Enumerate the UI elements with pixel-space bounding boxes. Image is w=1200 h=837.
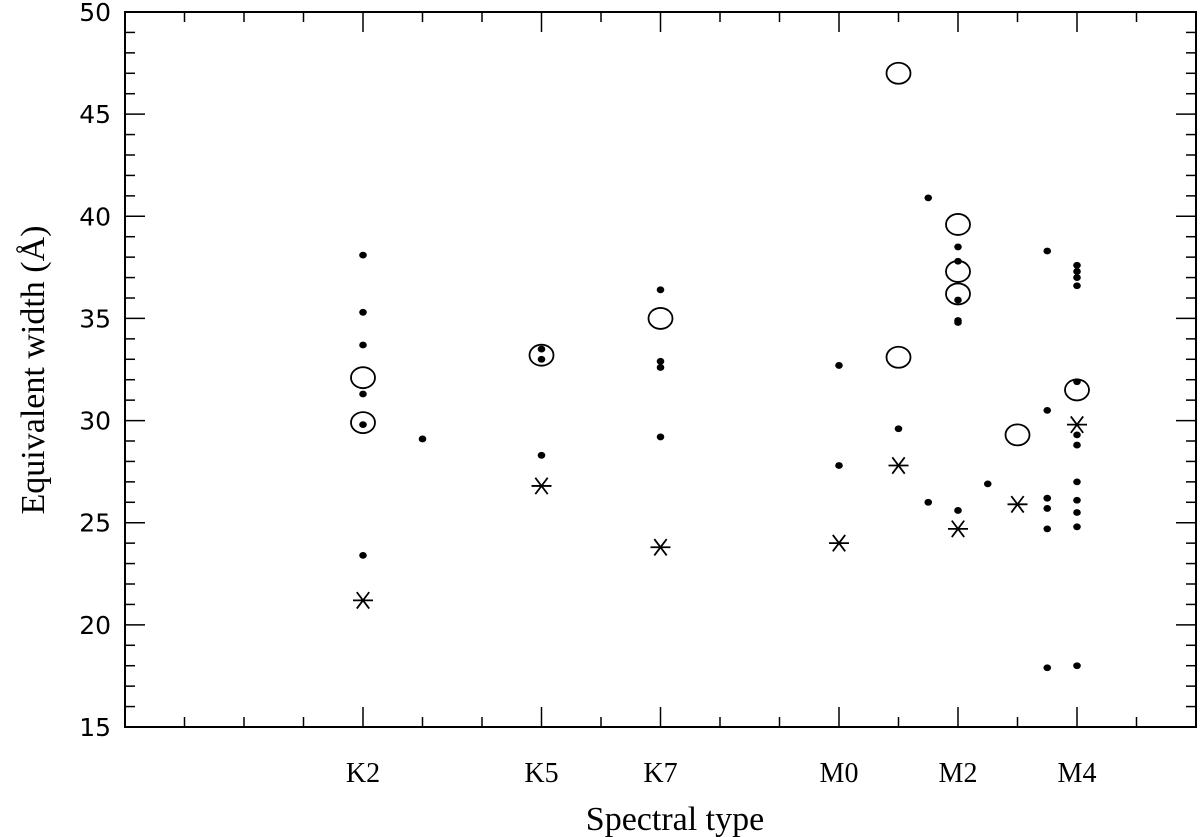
- dot-point: [1073, 441, 1081, 449]
- dot-point: [835, 462, 843, 469]
- dot-point: [1073, 523, 1081, 531]
- dot-point: [924, 498, 933, 506]
- dot-point: [1043, 664, 1052, 672]
- dot-point: [656, 286, 665, 294]
- dot-point: [1073, 282, 1081, 290]
- dot-point: [1043, 494, 1052, 502]
- dot-point: [954, 243, 962, 251]
- asterisk-point: [1067, 415, 1087, 434]
- dot-point: [1073, 478, 1081, 486]
- dot-point: [537, 355, 546, 363]
- dot-point: [835, 362, 843, 369]
- x-tick-label: M0: [820, 758, 859, 789]
- open-circle-point: [350, 366, 376, 390]
- dot-point: [1073, 509, 1081, 516]
- asterisk-stroke: [356, 591, 370, 610]
- dot-point: [1073, 268, 1081, 275]
- x-tick-label: M2: [939, 758, 978, 789]
- x-tick-label: K7: [643, 758, 677, 789]
- dot-point: [1043, 406, 1052, 414]
- open-circle-point: [528, 343, 555, 367]
- asterisk-point: [948, 520, 968, 538]
- asterisk-point: [353, 591, 373, 610]
- axis-ticks: [125, 11, 1196, 728]
- dot-point: [359, 341, 367, 349]
- open-circle-point: [945, 260, 971, 283]
- open-circle-point: [945, 282, 971, 306]
- asterisk-stroke: [832, 534, 846, 552]
- dot-point: [894, 425, 903, 433]
- x-tick-label: K5: [524, 758, 558, 789]
- y-tick-labels: 15 20 25 30 35 40 45 50: [79, 0, 111, 742]
- dot-point: [1073, 662, 1081, 670]
- open-circle-point: [647, 307, 674, 330]
- dot-point: [1073, 261, 1081, 269]
- dot-point: [359, 421, 367, 429]
- y-tick-label: 35: [79, 304, 111, 333]
- asterisk-stroke: [534, 477, 549, 495]
- y-tick-label: 20: [79, 611, 111, 640]
- asterisk-stroke: [1010, 495, 1025, 514]
- asterisk-point: [650, 538, 671, 556]
- dot-point: [359, 552, 367, 559]
- x-tick-label: K2: [346, 758, 380, 789]
- dot-point: [1073, 431, 1081, 439]
- dot-point: [359, 390, 367, 398]
- dot-point: [656, 364, 665, 371]
- dot-point: [418, 435, 427, 443]
- dot-point: [983, 480, 992, 488]
- asterisk-stroke: [951, 520, 965, 538]
- asterisk-point: [531, 477, 552, 495]
- asterisk-point: [829, 534, 849, 552]
- y-tick-label: 50: [79, 0, 111, 27]
- data-points: [350, 61, 1090, 672]
- x-tick-labels: K2 K5 K7 M0 M2 M4: [346, 758, 1097, 789]
- dot-point: [359, 251, 367, 259]
- asterisk-stroke: [653, 538, 668, 556]
- y-tick-label: 45: [79, 100, 111, 129]
- x-tick-label: M4: [1058, 758, 1097, 789]
- dot-point: [954, 319, 962, 326]
- dot-point: [1043, 505, 1052, 512]
- y-tick-label: 40: [79, 202, 111, 231]
- dot-point: [1043, 247, 1052, 255]
- open-circle-point: [1064, 378, 1090, 402]
- dot-point: [656, 357, 665, 365]
- asterisk-stroke: [891, 456, 906, 475]
- dot-point: [537, 345, 546, 353]
- y-tick-label: 25: [79, 509, 111, 538]
- open-circle-point: [350, 411, 376, 435]
- dot-point: [924, 194, 933, 202]
- y-tick-label: 30: [79, 407, 111, 436]
- open-circle-point: [885, 345, 912, 369]
- asterisk-point: [1007, 495, 1028, 514]
- dot-point: [537, 451, 546, 459]
- dot-point: [1073, 496, 1081, 504]
- dot-point: [954, 296, 962, 304]
- dot-point: [359, 308, 367, 316]
- open-circle-point: [1004, 423, 1031, 447]
- open-circle-point: [885, 61, 912, 85]
- asterisk-stroke: [1070, 415, 1084, 434]
- dot-point: [656, 433, 665, 441]
- dot-point: [1073, 274, 1081, 281]
- y-tick-label: 15: [79, 713, 111, 742]
- open-circle-point: [945, 213, 971, 236]
- x-axis-title: Spectral type: [586, 801, 764, 837]
- asterisk-point: [888, 456, 909, 475]
- dot-point: [1043, 525, 1052, 533]
- dot-point: [954, 507, 962, 514]
- y-axis-title: Equivalent width (Å): [15, 226, 52, 515]
